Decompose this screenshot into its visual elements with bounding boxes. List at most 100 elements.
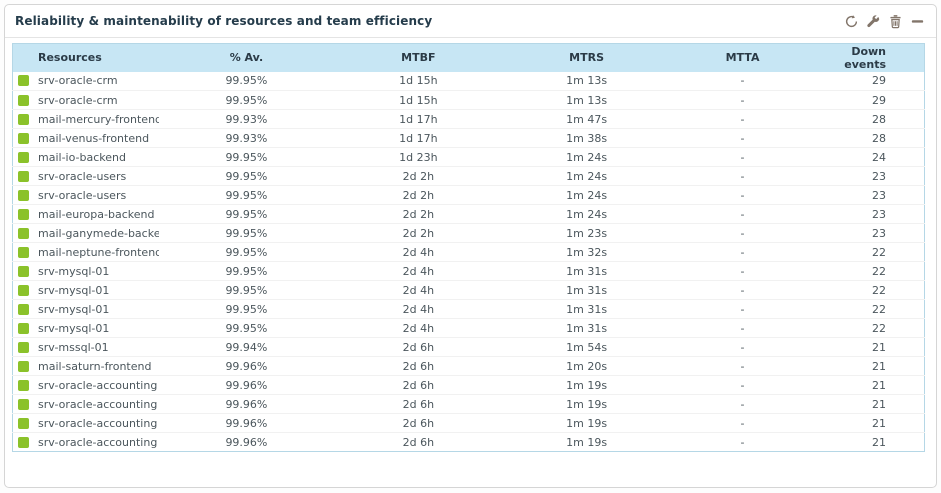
table-row: srv-mysql-01 99.95% 2d 4h 1m 31s -22: [12, 280, 925, 300]
status-ok-icon: [18, 208, 29, 220]
table-row: srv-oracle-accounting 99.96% 2d 6h 1m 19s -2…: [12, 432, 925, 452]
resource-cell: mail-europa-backend: [12, 204, 160, 224]
availability-cell: 99.94%: [159, 337, 334, 357]
mtta-cell: -: [670, 299, 816, 319]
down-events-cell: 21: [815, 337, 925, 357]
resource-name: mail-saturn-frontend: [38, 359, 152, 373]
mtbf-cell: 2d 6h: [333, 394, 504, 414]
table-row: srv-oracle-users 99.95% 2d 2h 1m 24s -23: [12, 185, 925, 205]
widget-title: Reliability & maintenability of resource…: [15, 14, 433, 28]
table-row: srv-mssql-01 99.94% 2d 6h 1m 54s -21: [12, 337, 925, 357]
availability-cell: 99.95%: [159, 223, 334, 243]
down-events-cell: 23: [815, 204, 925, 224]
resource-name: mail-io-backend: [38, 150, 126, 164]
mtrs-cell: 1m 13s: [503, 90, 671, 110]
resource-cell: srv-mysql-01: [12, 261, 160, 281]
mtrs-cell: 1m 23s: [503, 223, 671, 243]
column-header-mtbf[interactable]: MTBF: [333, 43, 504, 72]
mtrs-cell: 1m 32s: [503, 242, 671, 262]
resource-cell: mail-saturn-frontend: [12, 356, 160, 376]
mtbf-cell: 1d 15h: [399, 74, 438, 88]
down-events-cell: 22: [815, 318, 925, 338]
mtrs-cell: 1m 24s: [503, 166, 671, 186]
wrench-icon[interactable]: [865, 13, 881, 29]
status-ok-icon: [18, 303, 29, 315]
status-ok-icon: [18, 360, 29, 372]
column-header-mtta[interactable]: MTTA: [670, 43, 816, 72]
mtta-cell: -: [670, 318, 816, 338]
mtbf-cell: 2d 6h: [333, 337, 504, 357]
resource-cell: srv-mysql-01: [12, 299, 160, 319]
column-header-mtrs[interactable]: MTRS: [503, 43, 671, 72]
minimize-icon[interactable]: [909, 13, 925, 29]
column-header-down-events[interactable]: Down events: [815, 43, 925, 72]
resource-name: srv-oracle-crm: [38, 74, 118, 88]
column-header-availability[interactable]: % Av.: [159, 43, 334, 72]
mtrs-cell: 1m 24s: [503, 185, 671, 205]
table-row: mail-neptune-frontend 99.95% 2d 4h 1m 32s -2…: [12, 242, 925, 262]
mtrs-cell: 1m 47s: [503, 109, 671, 129]
mtrs-cell: 1m 19s: [503, 375, 671, 395]
table-header-row: Resources % Av. MTBF MTRS MTTA Down even…: [12, 43, 925, 72]
mtta-cell: -: [740, 74, 745, 88]
mtrs-cell: 1m 19s: [503, 432, 671, 452]
resource-name: mail-venus-frontend: [38, 131, 150, 145]
mtta-cell: -: [670, 90, 816, 110]
resource-name: srv-mysql-01: [38, 264, 110, 278]
mtrs-cell: 1m 54s: [503, 337, 671, 357]
mtbf-cell: 2d 6h: [333, 413, 504, 433]
status-ok-icon: [18, 265, 29, 277]
resource-name: mail-mercury-frontend: [38, 112, 160, 126]
availability-cell: 99.96%: [159, 375, 334, 395]
mtrs-cell: 1m 31s: [503, 299, 671, 319]
resource-cell: srv-oracle-accounting: [12, 375, 160, 395]
availability-cell: 99.96%: [159, 356, 334, 376]
availability-cell: 99.95%: [159, 166, 334, 186]
resource-name: srv-oracle-users: [38, 169, 127, 183]
mtbf-cell: 2d 2h: [333, 166, 504, 186]
down-events-cell: 22: [815, 261, 925, 281]
status-ok-icon: [18, 246, 29, 258]
status-ok-icon: [18, 132, 29, 144]
status-ok-icon: [18, 322, 29, 334]
table-row: mail-venus-frontend 99.93% 1d 17h 1m 38s -28: [12, 128, 925, 148]
resource-cell: srv-mssql-01: [12, 337, 160, 357]
mtrs-cell: 1m 19s: [503, 394, 671, 414]
mtta-cell: -: [670, 147, 816, 167]
mtbf-cell: 2d 6h: [333, 356, 504, 376]
mtta-cell: -: [670, 261, 816, 281]
resource-cell: mail-neptune-frontend: [12, 242, 160, 262]
table-row: srv-mysql-01 99.95% 2d 4h 1m 31s -22: [12, 261, 925, 281]
resource-name: srv-mysql-01: [38, 321, 110, 335]
table-row: mail-saturn-frontend 99.96% 2d 6h 1m 20s -21: [12, 356, 925, 376]
resource-cell: mail-venus-frontend: [12, 128, 160, 148]
table-row: mail-europa-backend 99.95% 2d 2h 1m 24s -23: [12, 204, 925, 224]
resource-cell: srv-mysql-01: [12, 318, 160, 338]
refresh-icon[interactable]: [843, 13, 859, 29]
mtbf-cell: 1d 15h: [333, 90, 504, 110]
availability-cell: 99.93%: [159, 128, 334, 148]
table-row: mail-io-backend 99.95% 1d 23h 1m 24s -24: [12, 147, 925, 167]
mtta-cell: -: [670, 185, 816, 205]
column-header-resources[interactable]: Resources: [12, 43, 160, 72]
resource-table: Resources % Av. MTBF MTRS MTTA Down even…: [12, 43, 925, 452]
mtrs-cell: 1m 13s: [566, 74, 608, 88]
report-widget: Reliability & maintenability of resource…: [4, 4, 937, 488]
mtta-cell: -: [670, 356, 816, 376]
down-events-cell: 22: [815, 280, 925, 300]
status-ok-icon: [18, 284, 29, 296]
mtta-cell: -: [670, 109, 816, 129]
availability-cell: 99.96%: [159, 394, 334, 414]
status-ok-icon: [18, 75, 29, 87]
mtrs-cell: 1m 38s: [503, 128, 671, 148]
mtbf-cell: 2d 4h: [333, 261, 504, 281]
status-ok-icon: [18, 341, 29, 353]
down-events-cell: 22: [815, 242, 925, 262]
down-events-cell: 22: [815, 299, 925, 319]
mtbf-cell: 1d 17h: [333, 109, 504, 129]
down-events-cell: 29: [815, 90, 925, 110]
availability-cell: 99.96%: [159, 413, 334, 433]
trash-icon[interactable]: [887, 13, 903, 29]
status-ok-icon: [18, 94, 29, 106]
resource-cell: srv-oracle-accounting: [12, 394, 160, 414]
